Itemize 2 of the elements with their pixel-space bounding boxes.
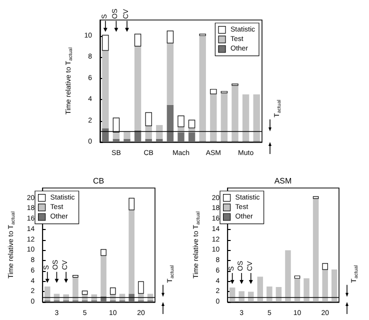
chart-title: ASM: [274, 176, 292, 186]
chart-title: CB: [92, 176, 104, 186]
